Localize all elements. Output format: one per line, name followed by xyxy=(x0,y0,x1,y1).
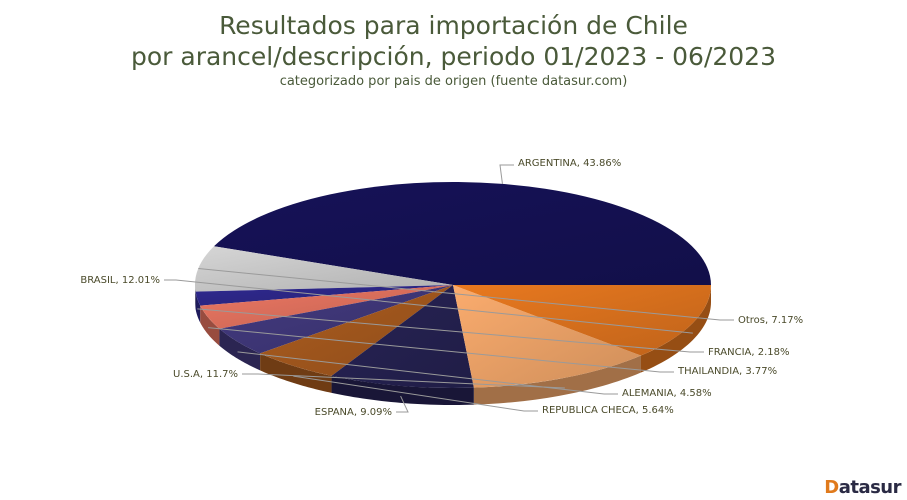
pie-slice-otros xyxy=(195,246,453,292)
leader-line-argentina xyxy=(499,164,514,184)
leader-line-espana xyxy=(396,395,409,413)
leader-line-u-s-a xyxy=(242,373,565,389)
pie-slice-u-s-a xyxy=(453,285,641,388)
pie-side-alemania xyxy=(219,328,261,371)
leader-line-brasil xyxy=(164,279,693,334)
pie-side-u-s-a xyxy=(473,355,641,405)
leader-line-francia xyxy=(197,308,704,353)
pie-slice-espana xyxy=(331,285,474,388)
leader-line-alemania xyxy=(237,351,618,395)
data-label-u-s-a: U.S.A, 11.7% xyxy=(173,369,238,380)
data-label-argentina: ARGENTINA, 43.86% xyxy=(518,158,621,169)
data-label-brasil: BRASIL, 12.01% xyxy=(80,275,160,286)
chart-title-line1: Resultados para importación de Chile xyxy=(219,11,688,40)
pie-slice-republica-checa xyxy=(260,285,453,376)
data-label-republica-checa: REPUBLICA CHECA, 5.64% xyxy=(542,405,674,416)
data-label-thailandia: THAILANDIA, 3.77% xyxy=(677,366,777,377)
pie-side-otros xyxy=(195,285,196,309)
data-label-alemania: ALEMANIA, 4.58% xyxy=(622,388,712,399)
chart-title-line2: por arancel/descripción, periodo 01/2023… xyxy=(131,42,776,71)
pie-labels: ARGENTINA, 43.86% Otros, 7.17% FRANCIA, 2.… xyxy=(80,158,803,418)
leader-line-otros xyxy=(198,268,734,321)
pie-slice-brasil xyxy=(453,285,711,356)
pie-slice-argentina xyxy=(213,182,711,285)
pie-slice-thailandia xyxy=(200,285,453,329)
pie-slices xyxy=(195,182,711,388)
pie-side-walls xyxy=(195,285,711,405)
chart-subtitle: categorizado por pais de origen (fuente … xyxy=(279,74,628,89)
pie-side-brasil xyxy=(640,285,711,373)
pie-side-thailandia xyxy=(200,305,220,346)
leader-line-thailandia xyxy=(208,327,674,373)
pie-side-francia xyxy=(195,291,201,323)
leader-line-republica-checa xyxy=(293,375,538,412)
data-label-francia: FRANCIA, 2.18% xyxy=(708,347,790,358)
pie-side-republica-checa xyxy=(260,353,332,393)
data-label-espana: ESPANA, 9.09% xyxy=(315,407,392,418)
data-label-otros: Otros, 7.17% xyxy=(738,315,803,326)
datasur-logo: Datasur xyxy=(824,477,901,498)
